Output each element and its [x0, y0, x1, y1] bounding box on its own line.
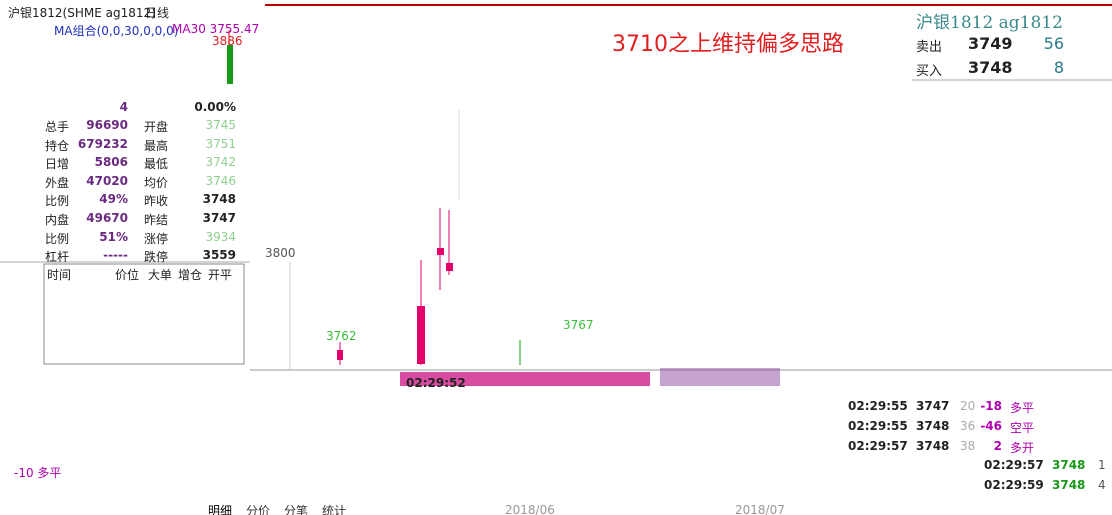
quote-label: 最低 [144, 157, 169, 172]
period-selector[interactable]: 日线 [145, 6, 170, 20]
column-header: 价位 [115, 268, 140, 282]
trade-cell: 多平 [1010, 401, 1035, 415]
quote-label: 日增 [45, 157, 70, 172]
candle [437, 248, 444, 255]
tab[interactable]: 分价 [246, 504, 271, 515]
quote-value: 3748 [202, 192, 236, 207]
book-price: 3749 [968, 34, 1013, 53]
column-header: 时间 [47, 268, 72, 282]
quote-value: 5806 [94, 155, 128, 170]
date-label: 2018/06 [505, 503, 555, 515]
trade-cell: 02:29:57 [984, 458, 1044, 472]
column-header: 开平 [208, 268, 233, 282]
quote-value: 679232 [77, 136, 128, 151]
column-header: 增仓 [178, 268, 203, 282]
book-volume: 8 [1053, 58, 1064, 77]
date-label: 2018/07 [735, 503, 785, 515]
trade-cell: 3748 [916, 439, 950, 453]
price-label: 3762 [326, 329, 357, 343]
quote-percent: 0.00% [194, 100, 236, 114]
annotation: 3710之上维持偏多思路 [612, 32, 844, 57]
trade-cell: 空平 [1010, 421, 1035, 435]
candle [227, 45, 233, 84]
trade-cell: 1 [1098, 458, 1106, 472]
trade-cell: 38 [960, 439, 976, 453]
candle [446, 263, 453, 271]
quote-label: 均价 [144, 175, 169, 190]
column-header: 大单 [148, 268, 173, 282]
quote-label: 昨结 [144, 213, 169, 227]
quote-value: 49% [99, 192, 128, 207]
book-price: 3748 [968, 58, 1013, 77]
quote-value: 3745 [205, 118, 236, 132]
trade-cell: 36 [960, 419, 976, 433]
quote-label: 杠杆 [45, 250, 70, 265]
quote-value: 3746 [205, 173, 236, 188]
candle [417, 306, 425, 364]
quote-label: 涨停 [144, 231, 169, 246]
quote-value: 3751 [205, 136, 236, 151]
trade-cell: 3748 [1052, 478, 1086, 492]
book-volume: 56 [1043, 34, 1064, 53]
quote-value: 96690 [86, 118, 128, 132]
quote-label: 跌停 [144, 250, 169, 265]
candle [337, 350, 343, 360]
trade-cell: 3747 [916, 399, 950, 413]
quote-label: 比例 [45, 194, 70, 209]
trade-fragment: -10 多平 [14, 466, 62, 480]
trade-cell: 20 [960, 399, 976, 413]
price-label: 3886 [212, 34, 243, 48]
quote-value: 49670 [86, 211, 128, 225]
tab[interactable]: 明细 [208, 504, 233, 515]
quote-label: 开盘 [144, 120, 169, 134]
symbol-title: 沪银1812(SHME ag1812) [8, 6, 156, 20]
quote-label: 内盘 [45, 213, 70, 227]
tab[interactable]: 统计 [322, 504, 347, 515]
book-side: 卖出 [916, 40, 943, 55]
trade-list-frame [43, 263, 245, 365]
trade-cell: 4 [1098, 478, 1106, 492]
trade-cell: 2 [993, 439, 1002, 453]
quote-value: 3742 [205, 155, 236, 170]
quote-value: 3559 [202, 248, 236, 263]
trade-cell: 02:29:59 [984, 478, 1044, 492]
trade-cell: 02:29:55 [848, 399, 908, 413]
trade-cell: 02:29:55 [848, 419, 908, 433]
quote-value: 47020 [86, 173, 128, 188]
glitch-band [400, 372, 650, 386]
tab[interactable]: 分笔 [284, 504, 309, 515]
quote-value: 3934 [205, 229, 236, 244]
quote-label: 最高 [144, 138, 169, 153]
price-label: 3767 [563, 318, 594, 332]
quote-title: 沪银1812 ag1812 [916, 13, 1063, 33]
trade-cell: -18 [980, 399, 1002, 413]
quote-label: 持仓 [45, 138, 70, 153]
trade-cell: -46 [980, 419, 1002, 433]
trade-cell: 3748 [916, 419, 950, 433]
quote-value: ----- [103, 248, 128, 263]
trade-cell: 02:29:57 [848, 439, 908, 453]
ma-setting[interactable]: MA组合(0,0,30,0,0,0) [54, 24, 179, 38]
quote-change: 4 [119, 100, 128, 114]
crosshair-time: 02:29:52 [406, 376, 466, 390]
book-side: 买入 [916, 64, 943, 79]
quote-label: 总手 [45, 120, 70, 134]
quote-value: 3747 [202, 211, 236, 225]
trade-cell: 多开 [1010, 441, 1035, 455]
quote-label: 昨收 [144, 194, 169, 209]
trade-cell: 3748 [1052, 458, 1086, 472]
axis-label: 3800 [265, 246, 296, 260]
ma-value: MA30 3755.47 [172, 22, 260, 36]
quote-value: 51% [99, 229, 128, 244]
quote-label: 比例 [45, 231, 70, 246]
glitch-band [660, 368, 780, 386]
quote-label: 外盘 [45, 175, 70, 190]
